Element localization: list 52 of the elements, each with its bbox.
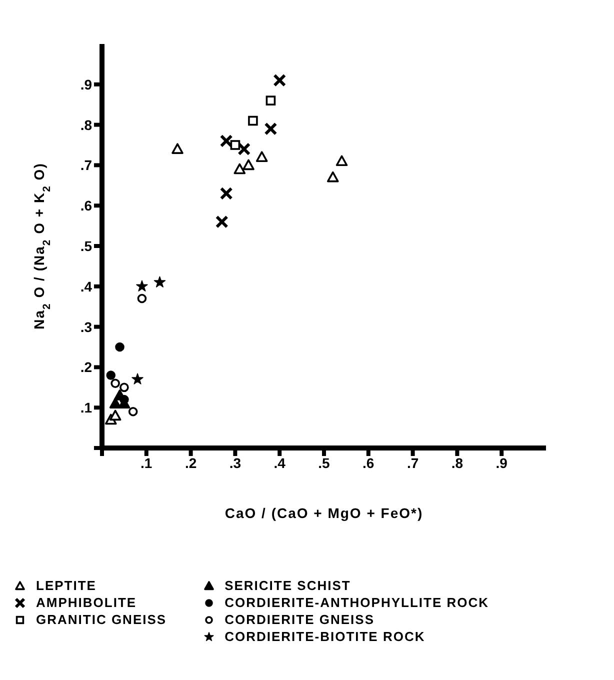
point bbox=[248, 116, 258, 126]
x-tick-label: .8 bbox=[451, 454, 464, 471]
y-tick-label: .8 bbox=[80, 116, 92, 133]
y-tick-label: .6 bbox=[80, 198, 92, 214]
x-tick-label: .5 bbox=[318, 454, 330, 471]
point bbox=[242, 159, 254, 170]
legend-label: CORDIERITE GNEISS bbox=[224, 612, 374, 627]
point bbox=[136, 280, 148, 292]
x-tick-label: .2 bbox=[184, 454, 197, 471]
legend-label: GRANITIC GNEISS bbox=[36, 612, 167, 627]
y-tick-label: .1 bbox=[80, 400, 92, 416]
y-tick-label: .2 bbox=[80, 359, 92, 376]
point bbox=[266, 96, 276, 106]
x-axis-title: CaO / (CaO + MgO + FeO*) bbox=[224, 505, 424, 521]
point bbox=[106, 370, 116, 380]
point bbox=[220, 134, 233, 148]
point bbox=[110, 378, 120, 388]
point bbox=[120, 394, 129, 404]
y-tick-label: .5 bbox=[80, 238, 92, 254]
point bbox=[120, 382, 129, 392]
x-tick-label: .6 bbox=[362, 454, 374, 471]
legend-label: CORDIERITE-BIOTITE ROCK bbox=[224, 629, 426, 644]
x-tick-label: .4 bbox=[274, 454, 286, 471]
point bbox=[115, 342, 124, 352]
point bbox=[264, 122, 278, 136]
point bbox=[336, 155, 348, 166]
point bbox=[234, 163, 246, 174]
point bbox=[273, 74, 286, 87]
x-tick-label: .7 bbox=[406, 454, 419, 471]
point bbox=[215, 215, 228, 228]
y-tick-label: .4 bbox=[80, 278, 92, 294]
y-tick-label: .3 bbox=[80, 318, 92, 335]
point bbox=[132, 373, 144, 384]
point bbox=[137, 294, 147, 304]
point bbox=[220, 186, 233, 200]
point bbox=[172, 143, 184, 154]
point bbox=[326, 171, 339, 182]
point bbox=[256, 151, 268, 162]
point bbox=[154, 276, 166, 288]
legend-label: SERICITE SCHIST bbox=[224, 578, 351, 593]
point bbox=[128, 406, 138, 416]
legend-label: CORDIERITE-ANTHOPHYLLITE ROCK bbox=[224, 595, 490, 610]
x-tick-label: .3 bbox=[229, 454, 242, 471]
legend-label: AMPHIBOLITE bbox=[36, 595, 137, 610]
x-tick-label: .9 bbox=[496, 454, 508, 471]
point bbox=[238, 142, 251, 156]
point bbox=[109, 410, 122, 421]
y-tick-label: .7 bbox=[80, 157, 92, 174]
x-tick-label: .1 bbox=[140, 454, 152, 471]
point bbox=[230, 140, 240, 150]
legend-label: LEPTITE bbox=[36, 578, 96, 593]
y-tick-label: .9 bbox=[80, 76, 92, 92]
